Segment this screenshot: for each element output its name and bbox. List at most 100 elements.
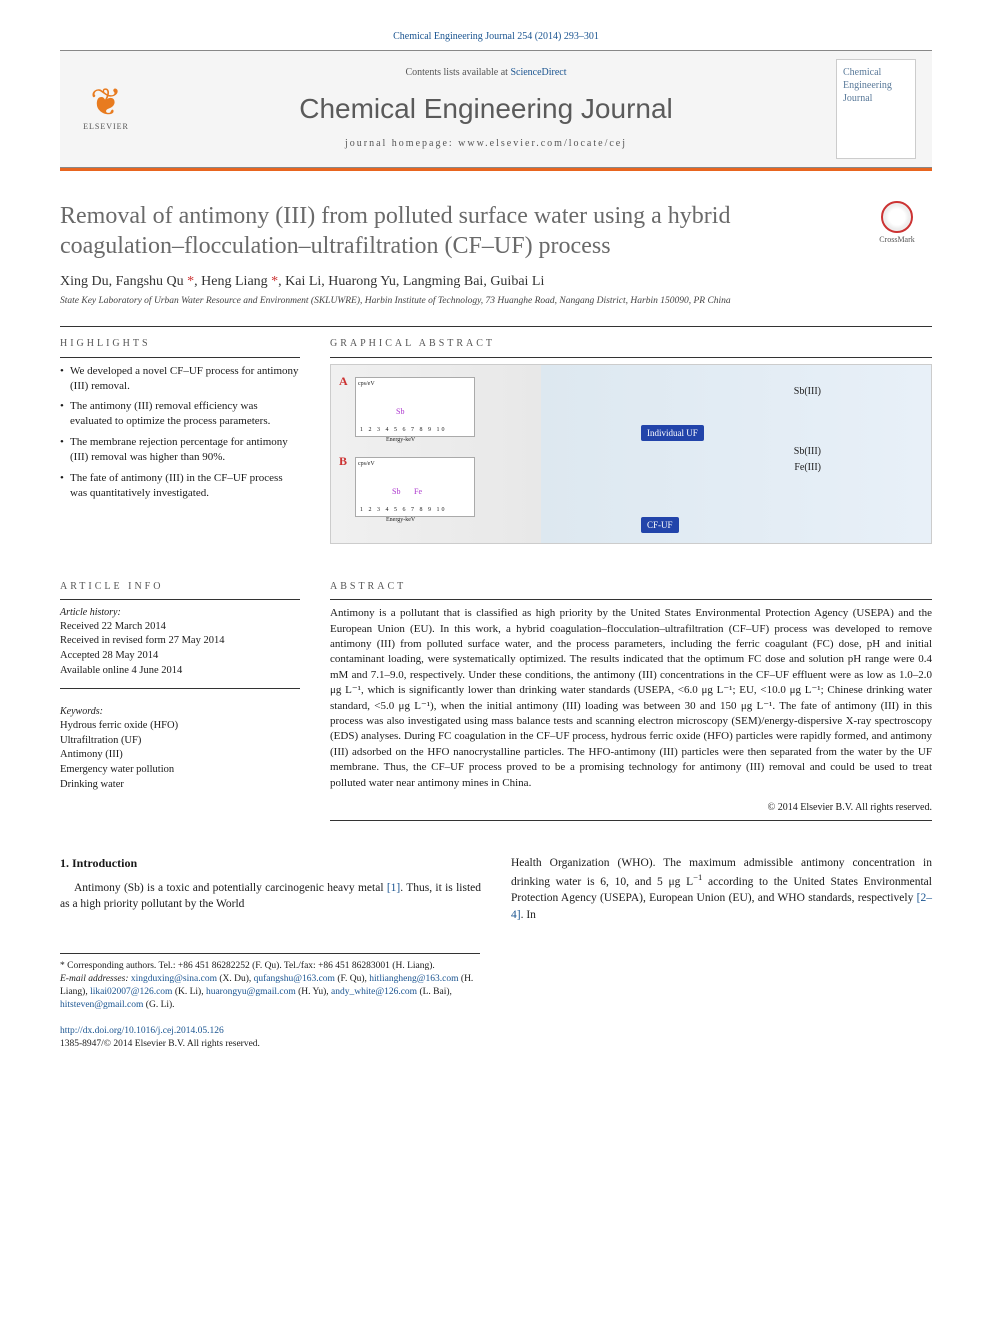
doi-link[interactable]: http://dx.doi.org/10.1016/j.cej.2014.05.… <box>60 1026 224 1036</box>
ga-spectrum-b: cps/eV Sb Fe 1 2 3 4 5 6 7 8 9 10 Energy… <box>355 457 475 517</box>
keyword-item: Ultrafiltration (UF) <box>60 734 300 749</box>
article-title: Removal of antimony (III) from polluted … <box>60 201 842 261</box>
author: , Kai Li, Huarong Yu, Langming Bai, Guib… <box>278 274 544 289</box>
ga-xaxis: Energy-keV <box>386 436 415 444</box>
ga-cps-label: cps/eV <box>358 460 375 468</box>
footnotes: * Corresponding authors. Tel.: +86 451 8… <box>60 953 480 1013</box>
history-item: Accepted 28 May 2014 <box>60 649 300 664</box>
email-who: (G. Li). <box>146 1000 175 1010</box>
history-label: Article history: <box>60 606 300 620</box>
graphical-abstract-image: A B cps/eV Sb 1 2 3 4 5 6 7 8 9 10 Energ… <box>330 364 932 544</box>
divider <box>60 357 300 358</box>
ga-xticks: 1 2 3 4 5 6 7 8 9 10 <box>360 426 447 434</box>
ga-fe3-label: Fe(III) <box>794 461 821 475</box>
ga-cps-label: cps/eV <box>358 380 375 388</box>
body-paragraph: Antimony (Sb) is a toxic and potentially… <box>60 880 481 912</box>
divider <box>60 326 932 327</box>
ga-panel-b-label: B <box>339 453 347 469</box>
keyword-item: Drinking water <box>60 778 300 793</box>
ref-link[interactable]: [2–4] <box>511 892 932 920</box>
email-addresses: E-mail addresses: xingduxing@sina.com (X… <box>60 973 480 1013</box>
highlights-graphical-row: HIGHLIGHTS We developed a novel CF–UF pr… <box>60 337 932 544</box>
orange-divider-bar <box>60 168 932 171</box>
contents-prefix: Contents lists available at <box>405 67 510 78</box>
sciencedirect-link[interactable]: ScienceDirect <box>510 67 566 78</box>
ga-xaxis: Energy-keV <box>386 516 415 524</box>
email-link[interactable]: xingduxing@sina.com <box>131 974 217 984</box>
abstract-label: ABSTRACT <box>330 580 932 594</box>
highlights-label: HIGHLIGHTS <box>60 337 300 351</box>
highlights-column: HIGHLIGHTS We developed a novel CF–UF pr… <box>60 337 300 544</box>
highlight-item: The fate of antimony (III) in the CF–UF … <box>60 471 300 501</box>
divider <box>330 820 932 821</box>
highlight-item: The membrane rejection percentage for an… <box>60 435 300 465</box>
author: Xing Du, Fangshu Qu <box>60 274 184 289</box>
elsevier-logo[interactable]: ❦ ELSEVIER <box>76 74 136 144</box>
elsevier-text: ELSEVIER <box>83 122 129 133</box>
article-info-label: ARTICLE INFO <box>60 580 300 594</box>
ga-panel-a-label: A <box>339 373 348 389</box>
ga-xticks: 1 2 3 4 5 6 7 8 9 10 <box>360 506 447 514</box>
journal-homepage[interactable]: journal homepage: www.elsevier.com/locat… <box>156 137 816 151</box>
keywords-label: Keywords: <box>60 705 300 719</box>
section-title: Introduction <box>72 856 137 870</box>
masthead-center: Contents lists available at ScienceDirec… <box>156 66 816 151</box>
body-paragraph: Health Organization (WHO). The maximum a… <box>511 855 932 922</box>
email-link[interactable]: andy_white@126.com <box>331 987 417 997</box>
divider <box>60 688 300 689</box>
author: , Heng Liang <box>194 274 267 289</box>
masthead: ❦ ELSEVIER Contents lists available at S… <box>60 51 932 168</box>
graphical-abstract-label: GRAPHICAL ABSTRACT <box>330 337 932 351</box>
ga-individual-uf-badge: Individual UF <box>641 425 704 441</box>
section-heading: 1. Introduction <box>60 855 481 871</box>
abstract-copyright: © 2014 Elsevier B.V. All rights reserved… <box>330 801 932 815</box>
email-link[interactable]: qufangshu@163.com <box>254 974 335 984</box>
ga-fe-peak: Fe <box>414 487 422 498</box>
highlights-list: We developed a novel CF–UF process for a… <box>60 364 300 501</box>
history-item: Received in revised form 27 May 2014 <box>60 634 300 649</box>
section-number: 1. <box>60 856 69 870</box>
crossmark-label: CrossMark <box>879 235 915 246</box>
body-column-right: Health Organization (WHO). The maximum a… <box>511 855 932 922</box>
journal-cover-text: Chemical Engineering Journal <box>843 66 909 105</box>
email-link[interactable]: hitsteven@gmail.com <box>60 1000 143 1010</box>
ga-sb-peak: Sb <box>392 487 400 498</box>
ref-link[interactable]: [1] <box>387 882 400 894</box>
header-citation: Chemical Engineering Journal 254 (2014) … <box>60 30 932 44</box>
email-link[interactable]: likai02007@126.com <box>90 987 172 997</box>
contents-list-line: Contents lists available at ScienceDirec… <box>156 66 816 80</box>
article-info-column: ARTICLE INFO Article history: Received 2… <box>60 580 300 822</box>
doi-block: http://dx.doi.org/10.1016/j.cej.2014.05.… <box>60 1025 932 1051</box>
keyword-item: Antimony (III) <box>60 748 300 763</box>
ga-sb3-label-top: Sb(III) <box>794 385 821 399</box>
email-link[interactable]: huarongyu@gmail.com <box>206 987 296 997</box>
email-link[interactable]: hitliangheng@163.com <box>369 974 458 984</box>
journal-cover-thumbnail[interactable]: Chemical Engineering Journal <box>836 59 916 159</box>
highlight-item: We developed a novel CF–UF process for a… <box>60 364 300 394</box>
abstract-column: ABSTRACT Antimony is a pollutant that is… <box>330 580 932 822</box>
corresponding-authors-note: * Corresponding authors. Tel.: +86 451 8… <box>60 960 480 973</box>
intro-line: Antimony (Sb) is a toxic and potentially… <box>60 880 481 912</box>
ga-spectrum-a: cps/eV Sb 1 2 3 4 5 6 7 8 9 10 Energy-ke… <box>355 377 475 437</box>
email-who: (H. Yu), <box>298 987 329 997</box>
body-columns: 1. Introduction Antimony (Sb) is a toxic… <box>60 855 932 922</box>
title-row: Removal of antimony (III) from polluted … <box>60 201 932 261</box>
body-column-left: 1. Introduction Antimony (Sb) is a toxic… <box>60 855 481 922</box>
email-label: E-mail addresses: <box>60 974 129 984</box>
highlight-item: The antimony (III) removal efficiency wa… <box>60 399 300 429</box>
corr-asterisk: * <box>268 274 279 289</box>
crossmark-badge[interactable]: CrossMark <box>862 201 932 246</box>
elsevier-tree-icon: ❦ <box>90 84 122 122</box>
authors-list: Xing Du, Fangshu Qu *, Heng Liang *, Kai… <box>60 273 932 292</box>
ga-sb3-label-bottom: Sb(III) <box>794 445 821 459</box>
keyword-item: Emergency water pollution <box>60 763 300 778</box>
keyword-item: Hydrous ferric oxide (HFO) <box>60 719 300 734</box>
corr-asterisk: * <box>184 274 195 289</box>
ga-cfuf-badge: CF-UF <box>641 517 679 533</box>
history-item: Available online 4 June 2014 <box>60 664 300 679</box>
ga-sb-peak: Sb <box>396 407 404 418</box>
info-abstract-row: ARTICLE INFO Article history: Received 2… <box>60 554 932 822</box>
abstract-text: Antimony is a pollutant that is classifi… <box>330 606 932 791</box>
issn-copyright: 1385-8947/© 2014 Elsevier B.V. All right… <box>60 1038 932 1051</box>
email-who: (F. Qu), <box>337 974 367 984</box>
